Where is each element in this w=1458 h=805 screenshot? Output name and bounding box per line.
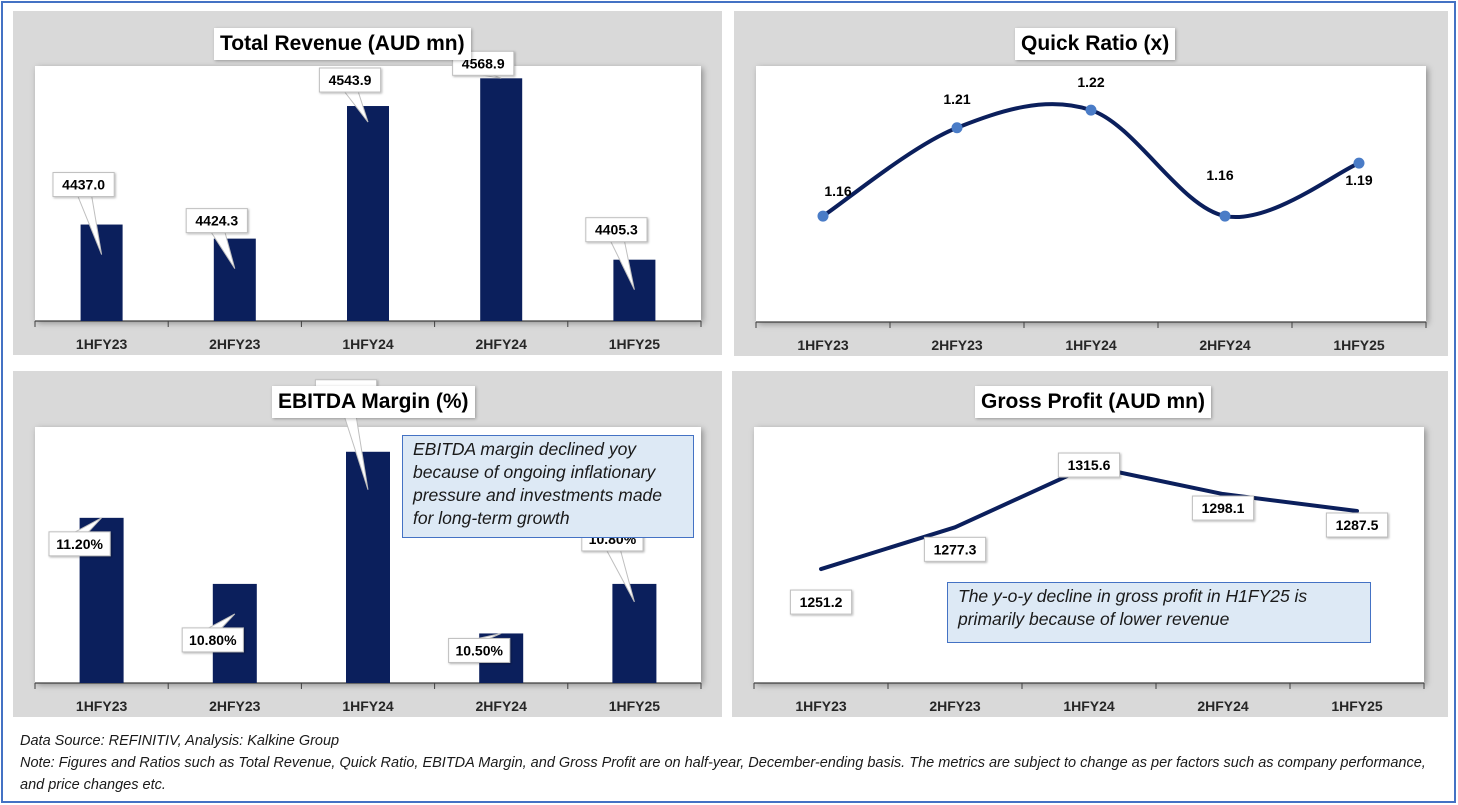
gross-profit-x-tick-label: 2HFY23 [929, 698, 981, 714]
gross-profit-data-label: 1287.5 [1336, 517, 1379, 533]
data-source-text: Data Source: REFINITIV, Analysis: Kalkin… [20, 733, 340, 749]
quick-ratio-series-line [821, 102, 1361, 220]
revenue-data-label: 4437.0 [62, 177, 105, 193]
revenue-data-label-box [585, 217, 648, 243]
revenue-data-label: 4424.3 [195, 213, 238, 229]
gross-profit-data-label: 1277.3 [934, 541, 977, 557]
gross-profit-x-tick-label: 1HFY24 [1063, 698, 1115, 714]
quick-ratio-point [1219, 210, 1231, 222]
gross-profit-chart: 1HFY23 2HFY23 1HFY24 2HFY24 1HFY25 1251.2 1277… [753, 452, 1425, 714]
quick-ratio-x-tick-label: 1HFY25 [1333, 337, 1385, 353]
revenue-x-tick-label: 1HFY23 [76, 336, 128, 352]
revenue-x-tick-label: 1HFY24 [342, 336, 394, 352]
gross-profit-x-tick-label: 2HFY24 [1197, 698, 1249, 714]
gross-profit-data-label: 1251.2 [800, 594, 843, 610]
quick-ratio-data-label: 1.22 [1077, 74, 1104, 90]
quick-ratio-point [1085, 104, 1097, 116]
ebitda-x-tick-label: 2HFY24 [476, 698, 528, 714]
ebitda-note: EBITDA margin declined yoy because of on… [402, 435, 694, 538]
quick-ratio-panel: 1HFY23 2HFY23 1HFY24 2HFY24 1HFY25 1.16 1.21 1.… [734, 11, 1448, 356]
quick-ratio-x-tick-label: 2HFY23 [931, 337, 983, 353]
revenue-data-label-box [318, 67, 382, 93]
revenue-data-label-box [52, 172, 115, 198]
quick-ratio-point [1353, 157, 1365, 169]
revenue-chart: 1HFY23 2HFY23 1HFY24 2HFY24 1HFY25 4437.0 4424… [34, 50, 702, 352]
revenue-chart-title: Total Revenue (AUD mn) [214, 28, 471, 60]
quick-ratio-x-tick-label: 1HFY23 [797, 337, 849, 353]
gross-profit-note: The y-o-y decline in gross profit in H1F… [947, 582, 1371, 643]
ebitda-chart-title: EBITDA Margin (%) [272, 386, 475, 418]
ebitda-x-tick-label: 1HFY24 [342, 698, 394, 714]
ebitda-panel: 1HFY23 2HFY23 1HFY24 2HFY24 1HFY25 11.20% 10.8… [13, 371, 722, 717]
ebitda-x-tick-label: 1HFY25 [609, 698, 661, 714]
revenue-x-tick-label: 1HFY25 [609, 336, 661, 352]
revenue-data-label: 4568.9 [462, 55, 505, 71]
revenue-bar [480, 78, 523, 321]
gross-profit-panel: 1HFY23 2HFY23 1HFY24 2HFY24 1HFY25 1251.2 1277… [732, 371, 1448, 717]
gross-profit-data-label: 1298.1 [1202, 500, 1245, 516]
gross-profit-data-label-box [1191, 495, 1255, 521]
quick-ratio-point [951, 122, 963, 134]
ebitda-data-label: 10.80% [189, 632, 237, 648]
ebitda-bar [612, 583, 657, 683]
revenue-bar [80, 224, 123, 321]
gross-profit-data-label: 1315.6 [1068, 457, 1111, 473]
ebitda-data-label-box [48, 531, 111, 557]
revenue-bar [347, 106, 389, 321]
quick-ratio-chart-title: Quick Ratio (x) [1015, 28, 1176, 60]
quick-ratio-x-tick-label: 2HFY24 [1199, 337, 1251, 353]
quick-ratio-data-label: 1.16 [1206, 167, 1233, 183]
ebitda-x-tick-label: 2HFY23 [209, 698, 261, 714]
gross-profit-data-label-box [1057, 452, 1121, 478]
revenue-data-label-box [185, 208, 248, 234]
gross-profit-data-label-box [1325, 512, 1389, 538]
footnote-text: Note: Figures and Ratios such as Total R… [20, 755, 1426, 793]
gross-profit-x-tick-label: 1HFY25 [1331, 698, 1383, 714]
quick-ratio-x-tick-label: 1HFY24 [1065, 337, 1117, 353]
ebitda-x-tick-label: 1HFY23 [76, 698, 128, 714]
revenue-data-label: 4405.3 [595, 222, 638, 238]
revenue-panel: 1HFY23 2HFY23 1HFY24 2HFY24 1HFY25 4437.0 4424… [13, 11, 722, 355]
revenue-data-label: 4543.9 [329, 72, 372, 88]
quick-ratio-data-label: 1.19 [1345, 172, 1372, 188]
ebitda-data-label-box [181, 627, 244, 653]
quick-ratio-data-label: 1.21 [943, 91, 970, 107]
gross-profit-data-label-box [789, 589, 853, 615]
ebitda-chart: 1HFY23 2HFY23 1HFY24 2HFY24 1HFY25 11.20% 10.8… [34, 379, 702, 714]
ebitda-data-label: 10.50% [455, 642, 503, 658]
quick-ratio-data-label: 1.16 [824, 183, 851, 199]
revenue-bar [213, 238, 256, 321]
quick-ratio-chart: 1HFY23 2HFY23 1HFY24 2HFY24 1HFY25 1.16 1.21 1.… [755, 74, 1427, 353]
gross-profit-x-tick-label: 1HFY23 [795, 698, 847, 714]
ebitda-data-label-box [448, 637, 511, 663]
revenue-bar [613, 259, 656, 321]
quick-ratio-point [817, 210, 829, 222]
ebitda-bar [346, 451, 390, 683]
gross-profit-series-line [819, 464, 1359, 572]
gross-profit-data-label-box [923, 536, 987, 562]
revenue-x-tick-label: 2HFY24 [476, 336, 528, 352]
revenue-x-tick-label: 2HFY23 [209, 336, 261, 352]
ebitda-data-label: 11.20% [56, 536, 103, 552]
gross-profit-chart-title: Gross Profit (AUD mn) [975, 386, 1212, 418]
